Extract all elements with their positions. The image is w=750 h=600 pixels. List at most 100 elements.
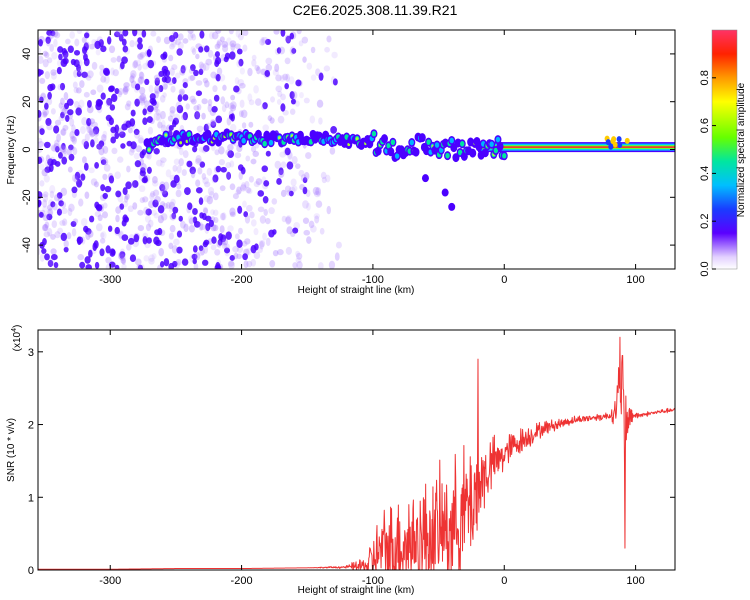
- noise-blob: [60, 58, 68, 68]
- noise-blob: [227, 225, 234, 232]
- colorbar-tick-label: 0.6: [699, 118, 711, 133]
- noise-blob: [44, 221, 50, 229]
- spectrogram-y-tick-label: 20: [21, 96, 33, 108]
- noise-blob: [53, 38, 58, 48]
- noise-blob: [318, 117, 323, 125]
- noise-blob: [229, 160, 235, 168]
- noise-blob: [69, 131, 75, 139]
- noise-blob: [224, 243, 230, 250]
- noise-blob: [238, 58, 244, 67]
- noise-blob: [83, 53, 88, 62]
- noise-blob: [159, 261, 165, 268]
- noise-blob: [330, 125, 338, 134]
- noise-blob: [161, 120, 166, 129]
- noise-blob: [150, 209, 157, 216]
- noise-blob: [80, 217, 88, 227]
- noise-blob: [253, 228, 259, 236]
- noise-blob: [64, 102, 70, 110]
- noise-blob: [95, 102, 102, 111]
- noise-blob: [60, 97, 65, 105]
- noise-blob: [205, 58, 213, 66]
- noise-blob: [55, 145, 60, 153]
- noise-blob: [176, 49, 183, 55]
- noise-blob: [312, 186, 320, 196]
- noise-blob: [72, 218, 79, 224]
- noise-blob: [42, 58, 49, 68]
- noise-blob: [175, 72, 181, 79]
- noise-blob: [44, 253, 50, 261]
- noise-blob: [102, 146, 109, 154]
- noise-blob: [129, 254, 137, 263]
- noise-blob: [102, 192, 108, 200]
- noise-blob: [38, 68, 42, 77]
- noise-blob: [278, 170, 285, 178]
- band-blob-hot: [185, 139, 189, 143]
- spectrogram-x-tick-label: 0: [501, 274, 507, 286]
- noise-blob: [68, 144, 75, 152]
- noise-blob: [188, 224, 195, 233]
- noise-blob: [90, 89, 97, 96]
- noise-blob: [178, 88, 185, 96]
- noise-blob: [160, 213, 168, 221]
- noise-blob: [280, 93, 286, 101]
- noise-blob: [208, 219, 214, 228]
- noise-blob: [135, 145, 143, 153]
- noise-blob: [67, 45, 74, 53]
- noise-blob: [71, 186, 78, 194]
- noise-blob: [120, 61, 125, 70]
- noise-blob: [85, 264, 92, 269]
- noise-blob: [278, 46, 286, 55]
- noise-blob: [252, 150, 260, 157]
- noise-blob: [299, 91, 304, 99]
- noise-blob: [148, 254, 155, 262]
- noise-blob: [246, 260, 253, 268]
- noise-blob: [86, 118, 92, 127]
- noise-blob: [120, 257, 126, 264]
- noise-blob: [168, 124, 174, 131]
- noise-blob: [286, 161, 294, 170]
- noise-blob: [257, 206, 265, 213]
- noise-blob: [153, 147, 160, 155]
- noise-blob: [223, 247, 231, 254]
- noise-blob: [262, 124, 270, 131]
- noise-blob: [82, 71, 89, 79]
- noise-blob: [321, 176, 327, 184]
- noise-blob: [58, 53, 63, 61]
- noise-blob: [264, 70, 271, 77]
- noise-blob: [198, 245, 204, 252]
- band-blob-core: [409, 139, 414, 146]
- snr-y-label: SNR (10 * v/v): [6, 418, 17, 482]
- noise-blob: [169, 110, 175, 118]
- noise-blob: [62, 50, 69, 59]
- snr-y-tick-label: 3: [28, 347, 34, 359]
- noise-blob: [253, 181, 260, 188]
- noise-blob: [69, 31, 76, 39]
- noise-blob: [56, 192, 63, 199]
- band-blob-core: [262, 140, 267, 147]
- noise-blob: [318, 72, 324, 81]
- noise-blob: [119, 248, 126, 257]
- noise-blob: [239, 67, 245, 75]
- noise-blob: [229, 211, 236, 218]
- noise-blob: [105, 245, 111, 254]
- noise-blob: [58, 102, 64, 109]
- noise-blob: [296, 252, 303, 260]
- noise-blob: [313, 213, 320, 219]
- noise-blob: [196, 103, 202, 111]
- noise-blob: [265, 237, 271, 247]
- noise-blob: [330, 76, 336, 85]
- noise-blob: [124, 193, 130, 200]
- noise-blob: [236, 48, 243, 55]
- noise-blob: [121, 38, 127, 46]
- noise-blob: [89, 43, 95, 50]
- noise-blob: [314, 215, 320, 224]
- noise-blob: [213, 94, 220, 102]
- noise-blob: [198, 68, 204, 76]
- band-blob: [496, 141, 504, 151]
- noise-blob: [303, 97, 310, 104]
- noise-blob: [101, 158, 109, 166]
- noise-blob: [148, 257, 155, 265]
- noise-blob: [122, 214, 128, 223]
- noise-blob: [210, 209, 215, 216]
- noise-blob: [218, 159, 226, 166]
